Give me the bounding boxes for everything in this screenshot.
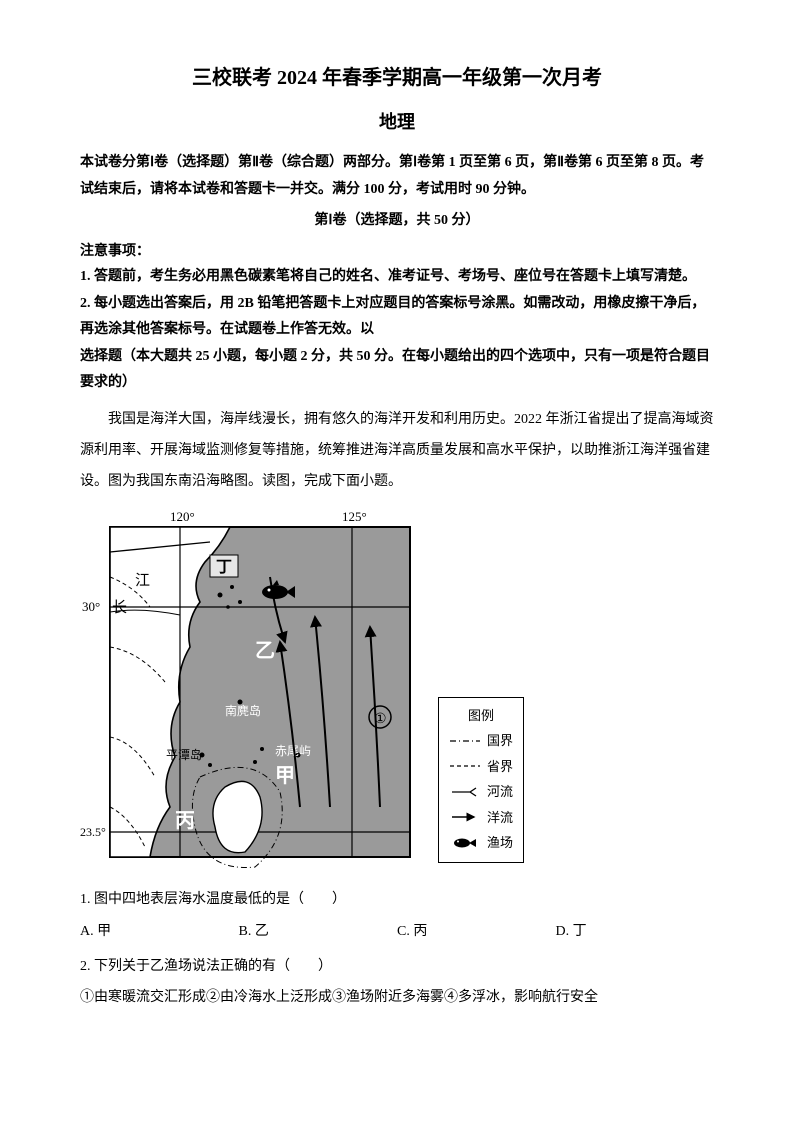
fish-icon bbox=[449, 836, 481, 850]
context-paragraph: 我国是海洋大国，海岸线漫长，拥有悠久的海洋开发和利用历史。2022 年浙江省提出… bbox=[80, 405, 714, 497]
page-title: 三校联考 2024 年春季学期高一年级第一次月考 bbox=[80, 60, 714, 96]
note-3: 选择题（本大题共 25 小题，每小题 2 分，共 50 分。在每小题给出的四个选… bbox=[80, 344, 714, 397]
map-svg-wrap: 120° 125° 长 江 30° 23.5° bbox=[80, 507, 420, 877]
legend-label: 渔场 bbox=[487, 831, 513, 854]
legend-row: 省界 bbox=[449, 755, 513, 778]
subject-title: 地理 bbox=[80, 106, 714, 138]
note-1: 1. 答题前，考生务必用黑色碳素笔将自己的姓名、准考证号、考场号、座位号在答题卡… bbox=[80, 264, 714, 291]
intro-text: 本试卷分第Ⅰ卷（选择题）第Ⅱ卷（综合题）两部分。第Ⅰ卷第 1 页至第 6 页，第… bbox=[80, 150, 714, 203]
river-icon bbox=[449, 786, 481, 798]
q1-opt-a: A. 甲 bbox=[80, 919, 239, 944]
legend-row: 国界 bbox=[449, 729, 513, 752]
lat-bottom: 23.5° bbox=[80, 825, 106, 839]
notes-heading: 注意事项： bbox=[80, 239, 714, 264]
legend-label: 国界 bbox=[487, 729, 513, 752]
question-1: 1. 图中四地表层海水温度最低的是（ ） A. 甲 B. 乙 C. 丙 D. 丁 bbox=[80, 887, 714, 943]
label-jia: 甲 bbox=[275, 765, 295, 787]
dash-icon bbox=[449, 761, 481, 771]
label-yi: 乙 bbox=[255, 640, 275, 662]
lon-right: 125° bbox=[342, 509, 367, 524]
q1-opt-b: B. 乙 bbox=[239, 919, 398, 944]
q1-opt-d: D. 丁 bbox=[556, 919, 715, 944]
legend-label: 洋流 bbox=[487, 806, 513, 829]
q2-sub: ①由寒暖流交汇形成②由冷海水上泛形成③渔场附近多海雾④多浮冰，影响航行安全 bbox=[80, 985, 714, 1010]
section-label: 第Ⅰ卷（选择题，共 50 分） bbox=[80, 208, 714, 233]
legend-row: 河流 bbox=[449, 780, 513, 803]
label-nanludao: 南麂岛 bbox=[225, 703, 261, 718]
lat-top: 30° bbox=[82, 599, 100, 614]
q1-opt-c: C. 丙 bbox=[397, 919, 556, 944]
lon-left: 120° bbox=[170, 509, 195, 524]
dashdot-icon bbox=[449, 736, 481, 746]
legend-label: 省界 bbox=[487, 755, 513, 778]
q1-stem: 1. 图中四地表层海水温度最低的是（ ） bbox=[80, 887, 714, 912]
label-pingtandao: 平潭岛 bbox=[166, 747, 202, 762]
map-legend: 图例 国界 省界 河流 洋流 渔场 bbox=[438, 697, 524, 863]
q2-stem: 2. 下列关于乙渔场说法正确的有（ ） bbox=[80, 954, 714, 979]
map-svg: 120° 125° 长 江 30° 23.5° bbox=[80, 507, 420, 877]
river-label-2: 江 bbox=[135, 572, 150, 589]
label-bing: 丙 bbox=[175, 810, 195, 832]
label-ding: 丁 bbox=[216, 559, 232, 576]
note-2: 2. 每小题选出答案后，用 2B 铅笔把答题卡上对应题目的答案标号涂黑。如需改动… bbox=[80, 291, 714, 344]
map-figure: 120° 125° 长 江 30° 23.5° bbox=[80, 507, 714, 877]
legend-label: 河流 bbox=[487, 780, 513, 803]
question-2: 2. 下列关于乙渔场说法正确的有（ ） ①由寒暖流交汇形成②由冷海水上泛形成③渔… bbox=[80, 954, 714, 1010]
legend-title: 图例 bbox=[449, 704, 513, 727]
label-circle1: ① bbox=[374, 712, 387, 727]
legend-row: 渔场 bbox=[449, 831, 513, 854]
legend-row: 洋流 bbox=[449, 806, 513, 829]
arrow-icon bbox=[449, 812, 481, 822]
